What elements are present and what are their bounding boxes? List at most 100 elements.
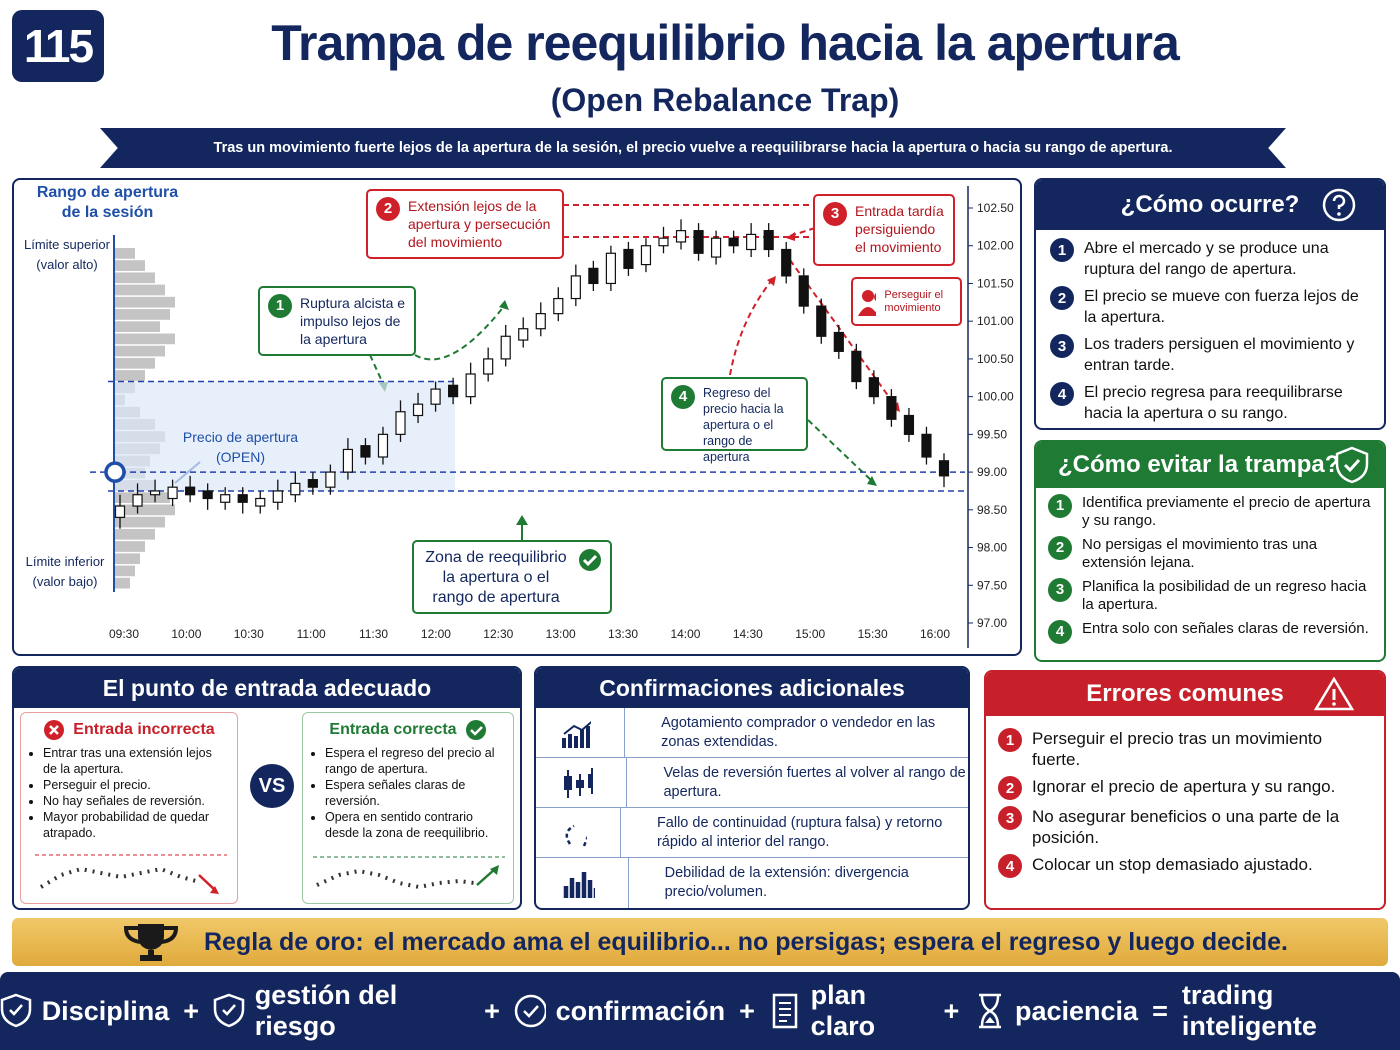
shape	[1343, 458, 1361, 473]
list-item: 1 Abre el mercado y se produce una ruptur…	[1050, 238, 1372, 280]
item-text: Entra solo con señales claras de reversi…	[1082, 620, 1369, 637]
shape	[148, 950, 154, 956]
correct-title: Entrada correcta	[329, 721, 457, 738]
x-tick-label: 11:30	[359, 627, 388, 641]
callout-1: 1 Ruptura alcista e impulso lejos de la a…	[258, 286, 416, 356]
shape	[565, 824, 587, 846]
incorrect-title: Entrada incorrecta	[73, 721, 215, 738]
candle-body	[255, 497, 266, 507]
avoid-box: ¿Cómo evitar la trampa? 1 Identifica prev…	[1034, 440, 1386, 662]
confirm-row: Velas de reversión fuertes al volver al …	[536, 758, 968, 808]
item-number: 1	[1050, 238, 1074, 262]
candle-body	[500, 335, 511, 360]
banner: Tras un movimiento fuerte lejos de la ap…	[100, 128, 1286, 168]
y-tick-label: 99.00	[977, 465, 1007, 479]
confirm-box: Confirmaciones adicionales Agotamiento c…	[534, 666, 970, 910]
item-text: Perseguir el precio tras un movimiento f…	[1032, 729, 1323, 769]
shape	[1314, 676, 1354, 711]
footer-icon	[514, 994, 546, 1028]
open-label-line: Precio de apertura	[182, 429, 299, 445]
confirm-text: Fallo de continuidad (ruptura falsa) y r…	[619, 808, 968, 857]
open-marker	[104, 461, 126, 483]
shape	[123, 926, 179, 944]
candle-body	[623, 248, 634, 269]
bullet: Perseguir el precio.	[43, 777, 229, 793]
candle-body	[149, 490, 161, 496]
list-item: 4 Entra solo con señales claras de revers…	[1048, 620, 1372, 644]
shape	[210, 886, 219, 894]
candle-body	[675, 230, 687, 243]
shape	[414, 304, 506, 361]
subtitle: (Open Rebalance Trap)	[550, 82, 900, 118]
how-box: ¿Cómo ocurre? 1 Abre el mercado y se prod…	[1034, 178, 1386, 430]
profile-bar	[115, 565, 135, 577]
shape	[767, 276, 776, 286]
shape	[1322, 188, 1356, 222]
profile-bar	[115, 553, 140, 565]
callout-text: Extensión lejos de la apertura y persecu…	[408, 198, 551, 250]
shape	[469, 726, 483, 736]
candle-body	[781, 248, 792, 277]
bullet: Opera en sentido contrario desde la zona…	[325, 809, 505, 841]
y-tick-label: 101.00	[977, 314, 1014, 328]
item-number: 4	[1050, 382, 1074, 406]
candle-body	[342, 448, 354, 473]
candle-body	[272, 490, 283, 503]
profile-bar	[115, 260, 145, 271]
item-number: 4	[998, 854, 1022, 878]
question-icon	[1322, 188, 1356, 222]
y-tick-label: 98.50	[977, 503, 1007, 517]
candle-body	[798, 275, 809, 307]
badge-text: Perseguir el movimiento	[884, 288, 944, 314]
upper-label: Límite superior (valor alto)	[18, 235, 116, 275]
shape	[874, 292, 877, 301]
check-icon	[579, 549, 601, 571]
footer-operator: +	[943, 995, 960, 1026]
confirm-rows: Agotamiento comprador o vendedor en las …	[536, 708, 968, 908]
chase-badge: Perseguir el movimiento	[851, 277, 962, 326]
candle-body	[535, 313, 546, 330]
x-tick-label: 15:30	[858, 627, 888, 641]
avoid-header: ¿Cómo evitar la trampa?	[1036, 442, 1384, 488]
list-item: 2 El precio se mueve con fuerza lejos de …	[1050, 286, 1372, 328]
lower-label-line: Límite inferior	[25, 554, 105, 569]
item-number: 1	[998, 728, 1022, 752]
check-icon	[465, 720, 486, 740]
callout-text: Regreso del precio hacia la apertura o e…	[703, 386, 784, 464]
errors-box: Errores comunes 1 Perseguir el precio tra…	[984, 670, 1386, 910]
shape	[563, 872, 595, 898]
entry-title: El punto de entrada adecuado	[102, 674, 432, 701]
candle-body	[886, 396, 897, 420]
shape	[490, 865, 499, 875]
correct-box: Entrada correcta Espera el regreso del p…	[302, 712, 514, 904]
x-tick-label: 13:00	[546, 627, 576, 641]
bullet: No hay señales de reversión.	[43, 793, 229, 809]
errors-list: 1 Perseguir el precio tras un movimiento …	[986, 716, 1384, 878]
item-text: Ignorar el precio de apertura y su rango…	[1032, 777, 1336, 796]
profile-bar	[115, 296, 175, 308]
shape	[563, 204, 812, 238]
candle-body	[167, 486, 178, 500]
x-tick-label: 14:30	[733, 627, 763, 641]
candle-body	[325, 471, 336, 488]
profile-bar	[115, 272, 155, 284]
candle-body	[833, 331, 844, 352]
candle-body	[483, 358, 494, 375]
x-tick-label: 10:30	[234, 627, 264, 641]
candle-body	[693, 230, 704, 254]
zone-label: Zona de reequilibrio la apertura o el ra…	[412, 540, 612, 614]
shape	[563, 720, 592, 735]
vs-badge: VS	[250, 764, 294, 808]
upper-label-line: (valor alto)	[36, 257, 98, 272]
avoid-title: ¿Cómo evitar la trampa?	[1058, 451, 1340, 478]
candle-body	[605, 252, 616, 285]
confirm-icon	[562, 720, 592, 748]
item-text: Los traders persiguen el movimiento y en…	[1084, 336, 1355, 374]
shape	[979, 993, 1002, 1029]
confirm-header: Confirmaciones adicionales	[536, 668, 968, 708]
item-text: El precio regresa para reequilibrarse ha…	[1084, 384, 1343, 422]
incorrect-head: Entrada incorrecta	[29, 719, 229, 741]
shape	[582, 554, 598, 567]
shape	[564, 775, 572, 790]
